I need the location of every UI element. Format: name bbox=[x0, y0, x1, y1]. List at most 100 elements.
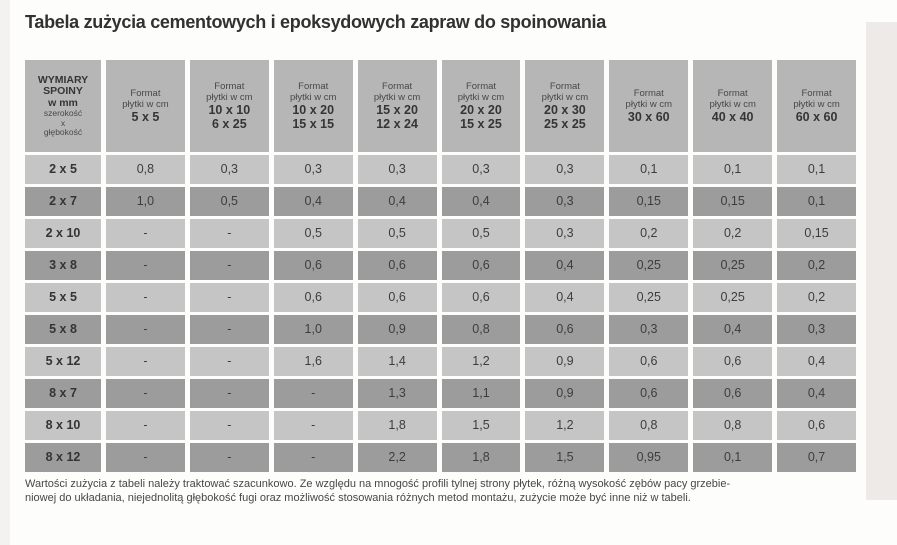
consumption-value-cell: 0,1 bbox=[777, 187, 856, 216]
joint-dimensions-header-cell: WYMIARY SPOINY w mm szerokość x głębokość bbox=[25, 60, 101, 152]
consumption-value-cell: 0,4 bbox=[273, 187, 353, 216]
consumption-value-cell: - bbox=[189, 219, 269, 248]
consumption-value-cell: 0,9 bbox=[525, 347, 605, 376]
consumption-value-cell: 0,6 bbox=[609, 379, 689, 408]
consumption-value-cell: - bbox=[189, 411, 269, 440]
format-header-label-line: płytki w cm bbox=[709, 99, 756, 110]
page-edge-right bbox=[866, 22, 897, 500]
consumption-value-cell: 0,8 bbox=[609, 411, 689, 440]
consumption-value-cell: 0,1 bbox=[693, 155, 773, 184]
consumption-value-cell: - bbox=[106, 379, 185, 408]
format-header-label-line: Format bbox=[298, 81, 329, 92]
consumption-value-cell: 0,95 bbox=[609, 443, 689, 472]
table-footnote: Wartości zużycia z tabeli należy traktow… bbox=[25, 478, 873, 505]
format-header-cell: Format płytki w cm 20 x 20 15 x 25 bbox=[441, 60, 521, 152]
consumption-value-cell: 0,4 bbox=[777, 347, 856, 376]
format-header-cell: Format płytki w cm 20 x 30 25 x 25 bbox=[525, 60, 605, 152]
format-header-size: 15 x 25 bbox=[460, 117, 502, 131]
consumption-value-cell: 0,3 bbox=[273, 155, 353, 184]
consumption-value-cell: 0,6 bbox=[609, 347, 689, 376]
format-header-size: 15 x 15 bbox=[292, 117, 335, 131]
consumption-value-cell: 0,4 bbox=[357, 187, 437, 216]
consumption-value-cell: 0,3 bbox=[357, 155, 437, 184]
consumption-value-cell: 1,0 bbox=[106, 187, 185, 216]
consumption-value-cell: 0,25 bbox=[693, 283, 773, 312]
format-header-label-line: Format bbox=[801, 88, 832, 99]
joint-size-cell: 8 x 7 bbox=[25, 379, 101, 408]
joint-size-cell: 5 x 5 bbox=[25, 283, 101, 312]
format-header-size: 6 x 25 bbox=[211, 117, 247, 131]
joint-size-cell: 8 x 10 bbox=[25, 411, 101, 440]
corner-title-line: w mm bbox=[48, 96, 78, 109]
joint-size-cell: 2 x 10 bbox=[25, 219, 101, 248]
consumption-value-cell: 0,3 bbox=[525, 155, 605, 184]
consumption-value-cell: - bbox=[189, 443, 269, 472]
consumption-value-cell: 1,2 bbox=[441, 347, 521, 376]
footnote-line-1: Wartości zużycia z tabeli należy traktow… bbox=[25, 478, 731, 490]
format-header-label-line: Format bbox=[633, 88, 664, 99]
consumption-value-cell: 0,25 bbox=[609, 251, 689, 280]
corner-subtitle-line: x bbox=[60, 117, 66, 128]
consumption-value-cell: 0,5 bbox=[357, 219, 437, 248]
consumption-value-cell: - bbox=[106, 219, 185, 248]
consumption-value-cell: 0,4 bbox=[525, 283, 605, 312]
format-header-size: 5 x 5 bbox=[131, 110, 160, 124]
format-header-cell: Format płytki w cm 10 x 20 15 x 15 bbox=[273, 60, 353, 152]
consumption-value-cell: - bbox=[189, 315, 269, 344]
format-header-label-line: Format bbox=[717, 88, 748, 99]
consumption-value-cell: - bbox=[106, 283, 185, 312]
format-header-label-line: płytki w cm bbox=[122, 99, 169, 110]
consumption-value-cell: 1,0 bbox=[273, 315, 353, 344]
consumption-value-cell: - bbox=[106, 251, 185, 280]
consumption-value-cell: - bbox=[106, 443, 185, 472]
consumption-value-cell: 0,2 bbox=[777, 283, 856, 312]
consumption-value-cell: 0,6 bbox=[273, 283, 353, 312]
consumption-value-cell: 0,3 bbox=[441, 155, 521, 184]
consumption-value-cell: 1,8 bbox=[357, 411, 437, 440]
consumption-value-cell: 0,1 bbox=[777, 155, 856, 184]
format-header-size: 30 x 60 bbox=[627, 110, 670, 124]
page-edge-left bbox=[0, 0, 10, 545]
consumption-value-cell: - bbox=[189, 379, 269, 408]
format-header-size: 10 x 20 bbox=[292, 103, 335, 117]
consumption-value-cell: 1,1 bbox=[441, 379, 521, 408]
consumption-value-cell: 0,6 bbox=[441, 283, 521, 312]
consumption-value-cell: 0,15 bbox=[693, 187, 773, 216]
format-header-label-line: płytki w cm bbox=[289, 92, 337, 103]
consumption-value-cell: 0,3 bbox=[525, 219, 605, 248]
consumption-value-cell: 0,8 bbox=[441, 315, 521, 344]
consumption-value-cell: 0,2 bbox=[777, 251, 856, 280]
consumption-value-cell: - bbox=[106, 347, 185, 376]
format-header-label-line: płytki w cm bbox=[457, 92, 505, 103]
consumption-value-cell: 0,2 bbox=[609, 219, 689, 248]
format-header-cell: Format płytki w cm 5 x 5 bbox=[106, 60, 185, 152]
consumption-value-cell: 0,6 bbox=[525, 315, 605, 344]
consumption-value-cell: 0,6 bbox=[357, 283, 437, 312]
corner-title-line: WYMIARY bbox=[37, 73, 89, 86]
consumption-value-cell: 0,4 bbox=[441, 187, 521, 216]
consumption-value-cell: 0,3 bbox=[609, 315, 689, 344]
format-header-label-line: płytki w cm bbox=[373, 92, 421, 103]
format-header-cell: Format płytki w cm 10 x 10 6 x 25 bbox=[189, 60, 269, 152]
consumption-value-cell: 0,8 bbox=[106, 155, 185, 184]
format-header-size: 20 x 30 bbox=[544, 103, 586, 117]
consumption-value-cell: 0,2 bbox=[693, 219, 773, 248]
consumption-value-cell: 0,15 bbox=[609, 187, 689, 216]
consumption-value-cell: - bbox=[273, 443, 353, 472]
joint-size-cell: 2 x 7 bbox=[25, 187, 101, 216]
consumption-value-cell: - bbox=[106, 315, 185, 344]
format-header-label-line: Format bbox=[382, 81, 413, 92]
format-header-label-line: Format bbox=[549, 81, 580, 92]
format-header-size: 15 x 20 bbox=[376, 103, 418, 117]
format-header-label-line: płytki w cm bbox=[625, 99, 672, 110]
consumption-value-cell: 1,6 bbox=[273, 347, 353, 376]
consumption-value-cell: 0,3 bbox=[777, 315, 856, 344]
consumption-value-cell: 0,9 bbox=[525, 379, 605, 408]
consumption-value-cell: 1,2 bbox=[525, 411, 605, 440]
consumption-value-cell: - bbox=[106, 411, 185, 440]
joint-size-cell: 8 x 12 bbox=[25, 443, 101, 472]
format-header-label-line: płytki w cm bbox=[541, 92, 589, 103]
consumption-value-cell: 0,4 bbox=[693, 315, 773, 344]
consumption-value-cell: - bbox=[273, 379, 353, 408]
joint-size-cell: 5 x 12 bbox=[25, 347, 101, 376]
